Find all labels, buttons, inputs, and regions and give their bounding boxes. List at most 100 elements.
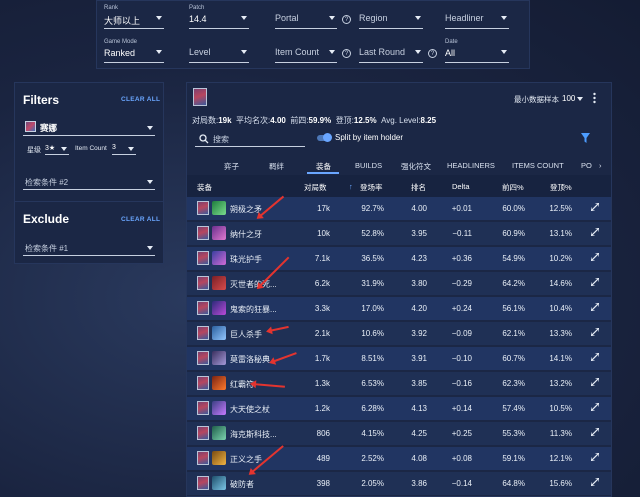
table-row[interactable]: 灭世者的死... 6.2k 31.9% 3.80 −0.29 64.2% 14.6% <box>187 272 611 295</box>
expand-icon[interactable] <box>590 427 600 437</box>
exclude-search-select[interactable]: 检索条件 #1 <box>23 240 155 256</box>
chevron-down-icon[interactable] <box>577 97 583 101</box>
chevron-down-icon <box>61 147 67 151</box>
expand-icon[interactable] <box>590 452 600 462</box>
tab-builds[interactable]: BUILDS <box>355 161 383 170</box>
expand-icon[interactable] <box>590 327 600 337</box>
col-item[interactable]: 装备 <box>197 183 212 192</box>
date-select[interactable]: Date All <box>445 37 509 63</box>
rank-select[interactable]: Rank 大师以上 <box>104 3 164 29</box>
play-rate-cell: 2.05% <box>361 479 384 488</box>
games-cell: 398 <box>316 479 330 488</box>
tab-traits[interactable]: 羁绊 <box>269 162 284 171</box>
help-icon[interactable]: ? <box>428 49 437 58</box>
rank-cell: 3.85 <box>411 379 427 388</box>
sort-up-icon[interactable]: ↑ <box>349 182 353 191</box>
table-row[interactable]: 朔极之矛 17k 92.7% 4.00 +0.01 60.0% 12.5% <box>187 197 611 220</box>
top4-cell: 54.9% <box>502 254 525 263</box>
expand-icon[interactable] <box>590 202 600 212</box>
star-select[interactable]: 3★ <box>45 141 69 155</box>
portal-select[interactable]: Portal <box>275 3 337 29</box>
patch-select[interactable]: Patch 14.4 <box>189 3 249 29</box>
item-icon <box>212 251 226 265</box>
summary-stats: 对局数:19k 平均名次:4.00 前四:59.9% 登顶:12.5% Avg.… <box>192 116 437 125</box>
last-round-select[interactable]: Last Round <box>359 37 423 63</box>
item-name: 纳什之牙 <box>230 230 262 239</box>
item-name: 莫雷洛秘典 <box>230 355 270 364</box>
stats-table-panel: 最小数据样本 100 对局数:19k 平均名次:4.00 前四:59.9% 登顶… <box>186 82 612 497</box>
split-toggle[interactable] <box>317 133 332 142</box>
tab-items-count[interactable]: ITEMS COUNT <box>512 161 564 170</box>
table-row[interactable]: 正义之手 489 2.52% 4.08 +0.08 59.1% 12.1% <box>187 447 611 470</box>
play-rate-cell: 36.5% <box>361 254 384 263</box>
table-row[interactable]: 鬼索的狂暴... 3.3k 17.0% 4.20 +0.24 56.1% 10.4% <box>187 297 611 320</box>
play-rate-cell: 6.28% <box>361 404 384 413</box>
tab-items[interactable]: 装备 <box>316 162 331 171</box>
top4-cell: 64.2% <box>502 279 525 288</box>
win-cell: 13.3% <box>549 329 572 338</box>
win-cell: 10.5% <box>549 404 572 413</box>
table-row[interactable]: 纳什之牙 10k 52.8% 3.95 −0.11 60.9% 13.1% <box>187 222 611 245</box>
min-sample-select[interactable]: 100 <box>562 94 576 103</box>
exclude-clear-all-button[interactable]: CLEAR ALL <box>121 216 161 223</box>
chevron-right-icon[interactable]: › <box>599 161 602 170</box>
col-delta[interactable]: Delta <box>452 182 470 191</box>
table-row[interactable]: 破防者 398 2.05% 3.86 −0.14 64.8% 15.6% <box>187 472 611 495</box>
delta-cell: −0.29 <box>451 279 472 288</box>
table-row[interactable]: 红霸符 1.3k 6.53% 3.85 −0.16 62.3% 13.2% <box>187 372 611 395</box>
expand-icon[interactable] <box>590 402 600 412</box>
tab-headliners[interactable]: HEADLINERS <box>447 161 495 170</box>
rank-cell: 3.91 <box>411 354 427 363</box>
help-icon[interactable]: ? <box>342 49 351 58</box>
col-play-rate[interactable]: 登场率 <box>360 183 383 192</box>
champion-portrait-icon <box>197 326 209 340</box>
table-row[interactable]: 巨人杀手 2.1k 10.6% 3.92 −0.09 62.1% 13.3% <box>187 322 611 345</box>
col-games[interactable]: 对局数 <box>304 183 327 192</box>
tab-po[interactable]: PO <box>581 161 592 170</box>
win-cell: 13.2% <box>549 379 572 388</box>
expand-icon[interactable] <box>590 477 600 487</box>
win-cell: 10.4% <box>549 304 572 313</box>
col-rank[interactable]: 排名 <box>411 183 426 192</box>
item-name: 朔极之矛 <box>230 205 262 214</box>
table-row[interactable]: 大天使之杖 1.2k 6.28% 4.13 +0.14 57.4% 10.5% <box>187 397 611 420</box>
expand-icon[interactable] <box>590 252 600 262</box>
chevron-down-icon <box>241 50 247 54</box>
level-select[interactable]: Level <box>189 37 249 63</box>
table-row[interactable]: 海克斯科技... 806 4.15% 4.25 +0.25 55.3% 11.3% <box>187 422 611 445</box>
expand-icon[interactable] <box>590 227 600 237</box>
filters-clear-all-button[interactable]: CLEAR ALL <box>121 96 161 103</box>
rank-cell: 4.23 <box>411 254 427 263</box>
chevron-down-icon <box>501 16 507 20</box>
top4-cell: 62.1% <box>502 329 525 338</box>
expand-icon[interactable] <box>590 277 600 287</box>
more-options-icon[interactable] <box>593 92 596 104</box>
help-icon[interactable]: ? <box>342 15 351 24</box>
game-mode-select[interactable]: Game Mode Ranked <box>104 37 164 63</box>
col-win[interactable]: 登顶% <box>550 183 572 192</box>
filter-search-select[interactable]: 检索条件 #2 <box>23 174 155 190</box>
chevron-down-icon <box>501 50 507 54</box>
item-icon <box>212 476 226 490</box>
tab-units[interactable]: 弈子 <box>224 162 239 171</box>
play-rate-cell: 31.9% <box>361 279 384 288</box>
region-select[interactable]: Region <box>359 3 423 29</box>
champion-portrait-icon <box>197 201 209 215</box>
expand-icon[interactable] <box>590 377 600 387</box>
top-filter-bar: Rank 大师以上 Patch 14.4 Portal ? Region Hea… <box>96 0 530 69</box>
champion-select[interactable]: 赛娜 <box>23 120 155 136</box>
item-count-select[interactable]: Item Count <box>275 37 337 63</box>
expand-icon[interactable] <box>590 352 600 362</box>
filters-title: Filters <box>23 93 60 107</box>
table-row[interactable]: 珠光护手 7.1k 36.5% 4.23 +0.36 54.9% 10.2% <box>187 247 611 270</box>
headliner-select[interactable]: Headliner <box>445 3 509 29</box>
col-top4[interactable]: 前四% <box>502 183 524 192</box>
table-row[interactable]: 莫雷洛秘典 1.7k 8.51% 3.91 −0.10 60.7% 14.1% <box>187 347 611 370</box>
search-input[interactable]: 搜索 <box>195 130 305 147</box>
delta-cell: +0.25 <box>451 429 472 438</box>
item-count-stepper[interactable]: 3 <box>112 141 136 155</box>
item-name: 正义之手 <box>230 455 262 464</box>
tab-augments[interactable]: 强化符文 <box>401 162 431 171</box>
filter-icon[interactable] <box>581 133 590 145</box>
expand-icon[interactable] <box>590 302 600 312</box>
